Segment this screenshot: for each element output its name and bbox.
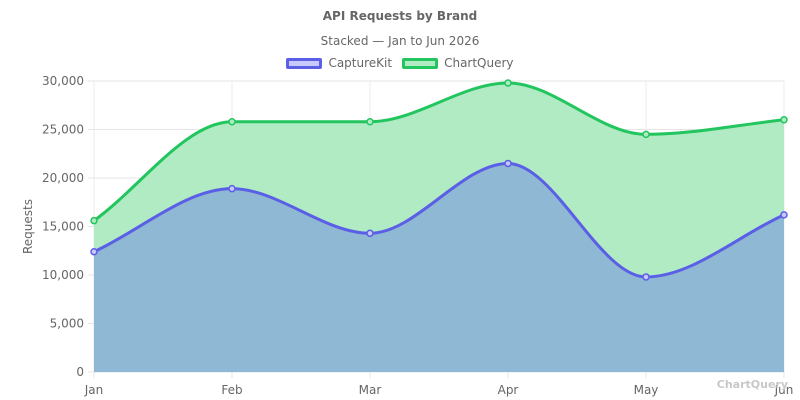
data-point-chartquery	[366, 117, 374, 126]
y-tick-label: 30,000	[42, 74, 84, 88]
data-point-capturekit	[366, 229, 374, 238]
legend-item-capturekit[interactable]: CaptureKit	[286, 56, 392, 70]
y-tick-label: 0	[76, 365, 84, 379]
legend-item-chartquery[interactable]: ChartQuery	[402, 56, 514, 70]
data-point-capturekit	[780, 211, 788, 219]
data-point-chartquery	[504, 79, 512, 87]
legend-label-capturekit: CaptureKit	[328, 56, 393, 70]
y-tick-label: 25,000	[42, 123, 84, 137]
x-tick-label: Mar	[359, 383, 382, 397]
data-point-capturekit	[642, 273, 650, 281]
y-axis-label: Requests	[21, 199, 35, 254]
area-capturekit	[94, 163, 784, 372]
series-line-chartquery	[93, 81, 785, 222]
x-tick-label: May	[634, 383, 659, 397]
data-point-chartquery	[642, 130, 650, 139]
area-chartquery	[94, 82, 784, 277]
legend: CaptureKit ChartQuery	[0, 56, 800, 70]
data-point-capturekit	[504, 159, 512, 168]
data-point-chartquery	[228, 117, 236, 126]
series-line-capturekit	[93, 161, 785, 279]
legend-label-chartquery: ChartQuery	[444, 56, 514, 70]
chart-subtitle: Stacked — Jan to Jun 2026	[320, 34, 480, 48]
legend-swatch-chartquery	[402, 57, 439, 69]
x-tick-label: Jan	[84, 383, 104, 397]
watermark: ChartQuery	[716, 378, 788, 391]
legend-swatch-capturekit	[286, 57, 323, 69]
y-tick-label: 5,000	[50, 317, 84, 331]
data-point-capturekit	[90, 247, 98, 256]
x-tick-label: Apr	[498, 383, 519, 397]
data-point-chartquery	[90, 216, 98, 225]
y-tick-label: 15,000	[42, 220, 84, 234]
x-tick-label: Jun	[774, 383, 794, 397]
data-point-capturekit	[228, 184, 236, 193]
chart-title: API Requests by Brand	[322, 9, 478, 23]
x-tick-label: Feb	[221, 383, 242, 397]
data-point-chartquery	[780, 116, 788, 124]
y-tick-label: 10,000	[42, 268, 84, 282]
y-tick-label: 20,000	[42, 171, 84, 185]
